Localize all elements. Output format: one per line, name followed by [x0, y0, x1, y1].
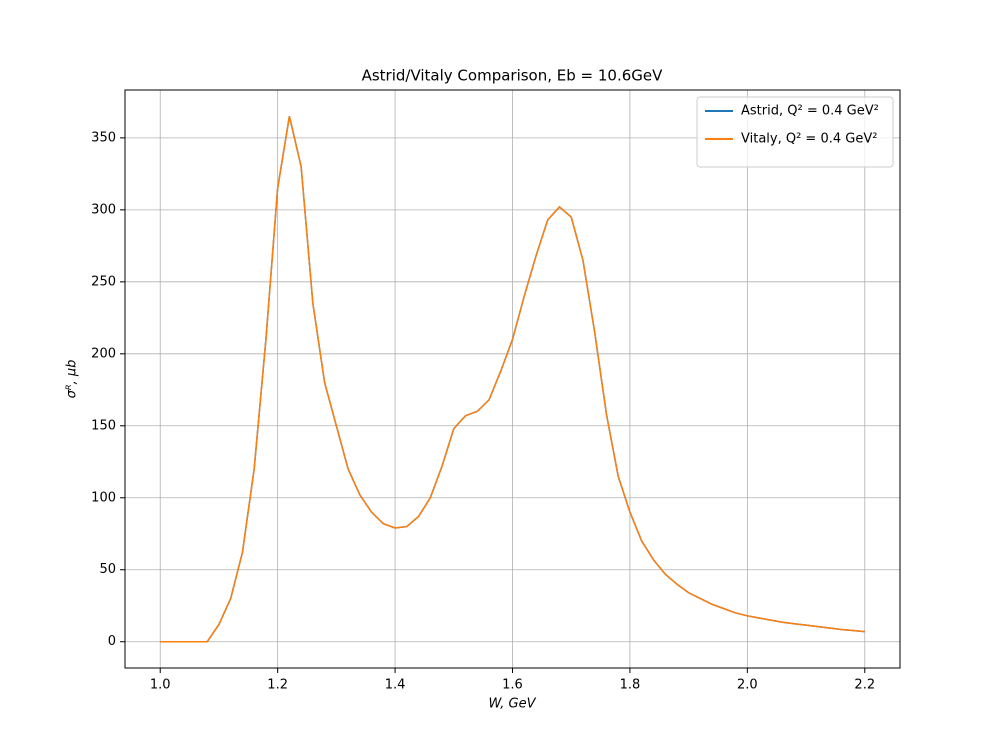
y-tick-label: 350	[91, 130, 116, 145]
x-tick-label: 1.2	[267, 678, 288, 693]
x-axis-label: W, GeV	[488, 697, 536, 712]
x-tick-label: 1.6	[502, 678, 523, 693]
x-tick-label: 1.0	[150, 678, 171, 693]
y-tick-label: 100	[91, 490, 116, 505]
x-tick-label: 2.2	[854, 678, 875, 693]
data-line	[160, 116, 865, 643]
x-tick-label: 2.0	[737, 678, 758, 693]
y-axis-label: σᴿ, μb	[65, 360, 80, 399]
x-tick-label: 1.4	[385, 678, 406, 693]
x-tick-label: 1.8	[620, 678, 641, 693]
legend-label: Astrid, Q² = 0.4 GeV²	[741, 104, 879, 119]
plot-frame	[124, 89, 901, 669]
y-tick-label: 300	[91, 202, 116, 217]
y-tick-label: 200	[91, 346, 116, 361]
chart-title: Astrid/Vitaly Comparison, Eb = 10.6GeV	[362, 67, 664, 85]
y-tick-label: 250	[91, 274, 116, 289]
y-tick-label: 150	[91, 418, 116, 433]
legend-label: Vitaly, Q² = 0.4 GeV²	[741, 132, 877, 147]
legend: Astrid, Q² = 0.4 GeV² Vitaly, Q² = 0.4 Ge…	[696, 96, 894, 168]
y-tick-label: 0	[108, 634, 116, 649]
y-tick-label: 50	[99, 562, 116, 577]
legend-box	[696, 96, 894, 168]
